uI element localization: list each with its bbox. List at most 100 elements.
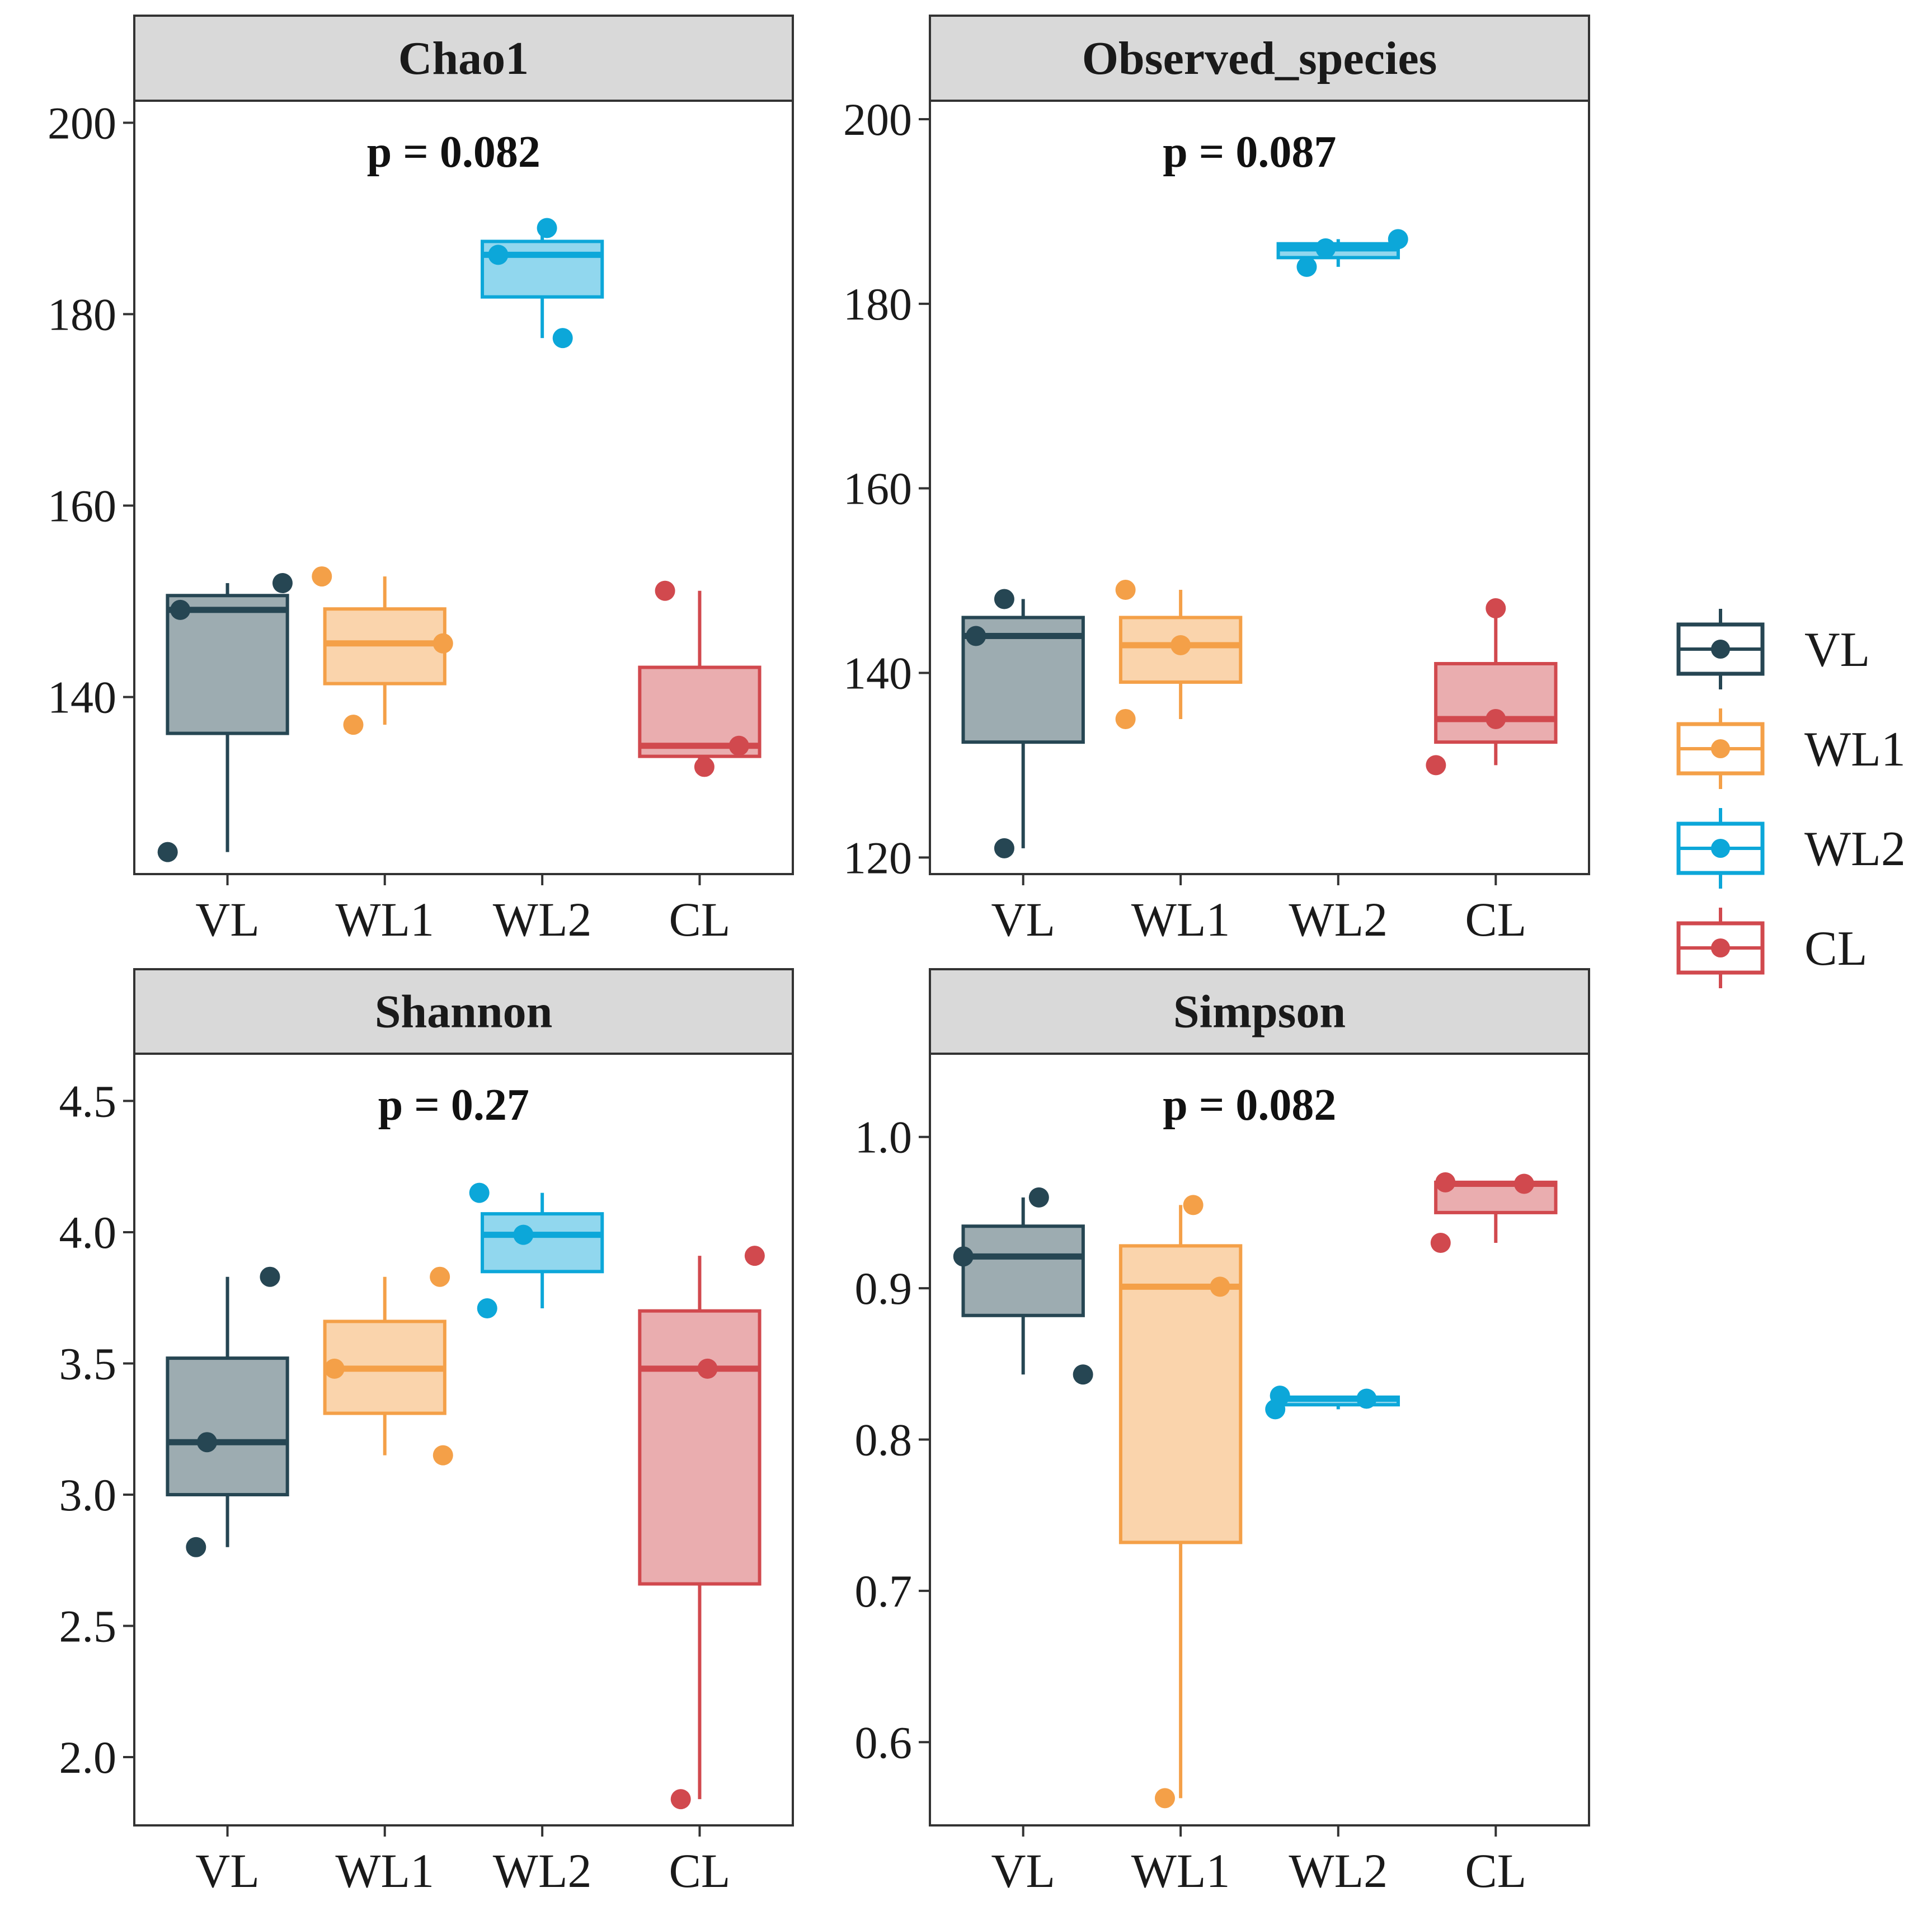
box-iqr: [961, 1224, 1085, 1317]
x-tick-label: VL: [195, 1844, 260, 1898]
y-tick-label: 4.0: [59, 1207, 117, 1258]
legend-key-point: [1711, 938, 1730, 957]
panel-shannon: Shannon 2.0 2.5 3.0 3.5 4.0 4.5 VL WL1 WL2 CL p = 0…: [59, 968, 794, 1898]
data-point-cl: [1435, 1172, 1456, 1192]
y-tick-label: 160: [48, 480, 116, 531]
x-tick-label: WL1: [335, 893, 434, 946]
x-tick-label: WL1: [335, 1844, 434, 1898]
y-tick-label: 200: [843, 94, 912, 145]
box-iqr: [166, 594, 289, 735]
data-point-vl: [953, 1246, 974, 1267]
x-tick-label: WL2: [493, 1844, 592, 1898]
data-point-wl2: [477, 1298, 497, 1318]
box-iqr: [1118, 1244, 1243, 1544]
data-point-vl: [994, 589, 1014, 609]
data-point-vl: [1028, 1187, 1049, 1208]
y-tick-label: 3.0: [59, 1469, 117, 1520]
box-vl: [166, 583, 289, 852]
data-point-wl2: [513, 1224, 534, 1245]
y-tick-label: 0.6: [855, 1717, 913, 1768]
box-wl2: [1276, 239, 1400, 267]
plot-area: [930, 1054, 1589, 1825]
data-point-wl1: [433, 1445, 453, 1466]
box-wl2: [481, 1192, 604, 1308]
box-vl: [166, 1276, 289, 1547]
data-point-wl2: [1270, 1386, 1290, 1406]
y-tick-label: 2.0: [59, 1732, 117, 1783]
x-tick-label: VL: [991, 893, 1055, 946]
p-value-label: p = 0.087: [1163, 128, 1336, 177]
panel-simpson: Simpson 0.6 0.7 0.8 0.9 1.0 VL WL1 WL2 CL p = 0.08…: [855, 968, 1590, 1898]
data-point-cl: [1486, 708, 1506, 729]
y-tick-label: 2.5: [59, 1601, 117, 1652]
box-cl: [1434, 1180, 1558, 1243]
data-point-wl1: [312, 566, 332, 587]
x-tick-label: WL2: [493, 893, 592, 946]
data-point-cl: [1430, 1232, 1451, 1253]
legend-item-wl2: WL2: [1676, 808, 1906, 889]
x-tick-label: WL2: [1289, 893, 1388, 946]
legend-label: WL2: [1804, 822, 1906, 876]
data-point-wl1: [1210, 1276, 1230, 1297]
facet-strip: [133, 15, 794, 102]
y-tick-label: 0.7: [855, 1566, 913, 1617]
data-point-wl2: [1388, 229, 1408, 250]
data-point-vl: [1073, 1364, 1093, 1385]
y-tick-label: 140: [843, 647, 912, 698]
data-point-wl1: [343, 715, 364, 735]
p-value-label: p = 0.27: [378, 1081, 529, 1130]
data-point-wl2: [469, 1182, 490, 1203]
data-point-vl: [260, 1266, 280, 1287]
legend-item-vl: VL: [1676, 609, 1870, 689]
x-tick-label: WL1: [1131, 893, 1230, 946]
p-value-label: p = 0.082: [1163, 1081, 1336, 1130]
data-point-cl: [694, 757, 714, 777]
box-iqr: [1118, 616, 1243, 684]
data-point-wl1: [1115, 580, 1136, 600]
data-point-cl: [1426, 755, 1446, 776]
facet-panels: Chao1 140 160 180 200 VL WL1 WL2 CL p = 0.082 Obse…: [48, 15, 1590, 1898]
box-iqr: [638, 1309, 761, 1586]
x-tick-label: CL: [1465, 893, 1526, 946]
box-iqr: [481, 1212, 604, 1274]
panel-border: [133, 100, 794, 875]
data-point-vl: [186, 1537, 206, 1557]
y-tick-label: 180: [843, 279, 912, 330]
data-point-wl1: [324, 1358, 345, 1379]
facet-title: Chao1: [398, 32, 529, 84]
data-point-cl: [670, 1789, 691, 1810]
box-iqr: [1434, 661, 1558, 744]
y-tick-label: 140: [48, 672, 116, 723]
data-point-wl1: [433, 633, 453, 654]
legend-label: WL1: [1804, 722, 1906, 777]
box-cl: [638, 1256, 761, 1800]
plot-area: [134, 101, 793, 874]
box-wl1: [1118, 590, 1243, 719]
data-point-vl: [966, 626, 986, 646]
legend: VL WL1 WL2 CL: [1676, 609, 1906, 988]
legend-item-wl1: WL1: [1676, 708, 1906, 789]
panel-border: [929, 100, 1590, 875]
y-tick-label: 1.0: [855, 1112, 913, 1163]
legend-label: CL: [1804, 922, 1867, 976]
y-tick-label: 160: [843, 463, 912, 514]
data-point-wl2: [537, 218, 557, 238]
box-iqr: [166, 1356, 289, 1496]
data-point-wl2: [1356, 1388, 1377, 1409]
data-point-vl: [196, 1432, 217, 1453]
x-tick-label: WL1: [1131, 1844, 1230, 1898]
y-tick-label: 0.9: [855, 1263, 913, 1314]
legend-item-cl: CL: [1676, 908, 1867, 988]
facet-title: Shannon: [375, 986, 553, 1038]
box-wl1: [323, 1276, 446, 1455]
y-tick-label: 4.5: [59, 1076, 117, 1126]
facet-title: Observed_species: [1082, 32, 1437, 84]
legend-key-point: [1711, 640, 1730, 659]
legend-key-point: [1711, 839, 1730, 858]
data-point-wl2: [488, 245, 509, 265]
panel-chao1: Chao1 140 160 180 200 VL WL1 WL2 CL p = 0.082: [48, 15, 794, 946]
x-tick-label: CL: [669, 893, 731, 946]
x-tick-label: WL2: [1289, 1844, 1388, 1898]
data-point-wl2: [1296, 256, 1317, 277]
